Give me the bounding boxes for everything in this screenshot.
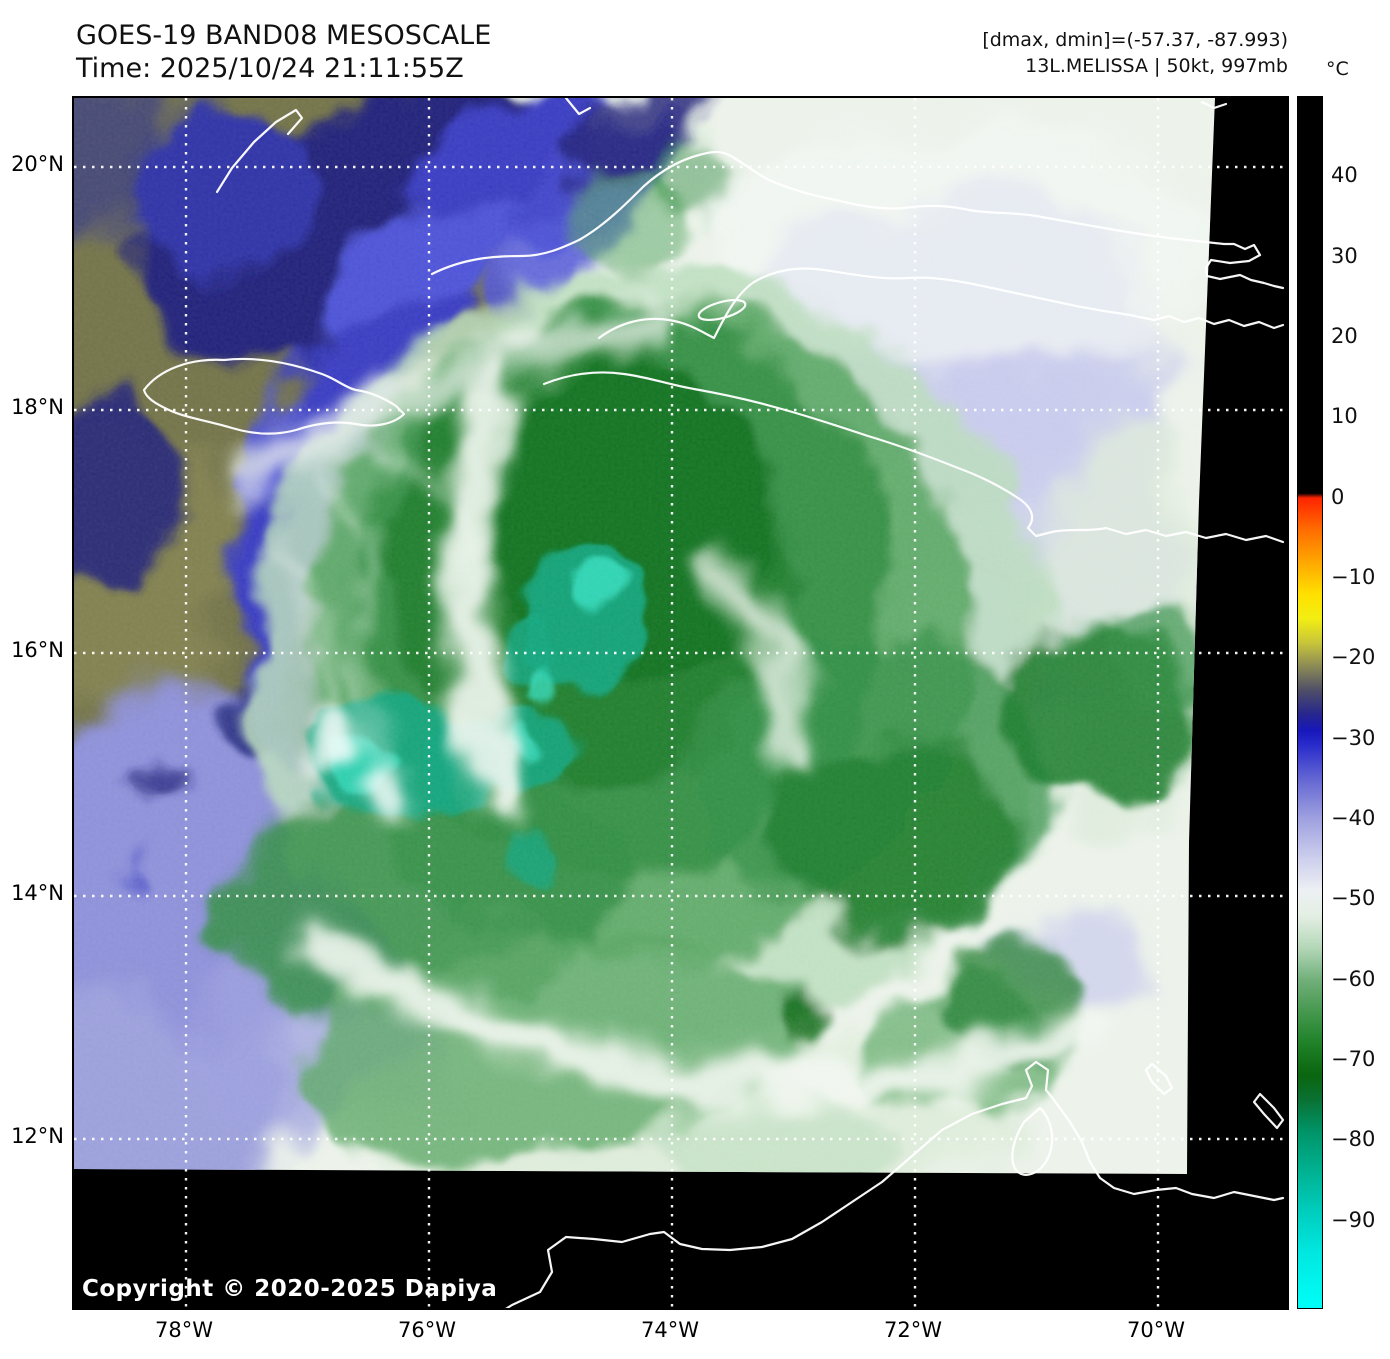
colorbar-tick-label: −60 bbox=[1331, 966, 1376, 991]
longitude-label: 74°W bbox=[641, 1318, 699, 1342]
colorbar-tick-label: −90 bbox=[1331, 1207, 1376, 1232]
timestamp: Time: 2025/10/24 21:11:55Z bbox=[76, 53, 464, 84]
image-grain bbox=[74, 98, 1215, 1174]
coastlines bbox=[142, 98, 1285, 1308]
coastline-cuba-main bbox=[430, 150, 1285, 290]
colorbar-tick-label: 30 bbox=[1331, 243, 1358, 268]
colorbar-tick-label: −40 bbox=[1331, 805, 1376, 830]
longitude-label: 70°W bbox=[1127, 1318, 1185, 1342]
colorbar-tick-label: −20 bbox=[1331, 645, 1376, 670]
storm-id-readout: 13L.MELISSA | 50kt, 997mb bbox=[1025, 55, 1288, 77]
latitude-label: 12°N bbox=[11, 1124, 64, 1148]
coastline-maracaibo bbox=[1011, 1106, 1054, 1176]
latitude-label: 18°N bbox=[11, 395, 64, 419]
coastline-curacao bbox=[1252, 1092, 1285, 1130]
colorbar-tick-label: 40 bbox=[1331, 163, 1358, 188]
image-stats: [dmax, dmin]=(-57.37, -87.993) 13L.MELIS… bbox=[982, 27, 1288, 79]
coastline-cuba-nw bbox=[215, 108, 304, 194]
colorbar-tick-label: 10 bbox=[1331, 404, 1358, 429]
colorbar-tick-label: −50 bbox=[1331, 886, 1376, 911]
latitude-label: 14°N bbox=[11, 881, 64, 905]
colorbar-tick-label: −80 bbox=[1331, 1127, 1376, 1152]
coastline-hispaniola-south bbox=[542, 371, 1285, 544]
coastline-south-america bbox=[505, 1060, 1285, 1308]
satellite-map: Copyright © 2020-2025 Dapiya bbox=[72, 96, 1289, 1310]
colorbar-tick-label: −10 bbox=[1331, 564, 1376, 589]
colorbar-tick-label: 0 bbox=[1331, 484, 1345, 509]
longitude-label: 72°W bbox=[884, 1318, 942, 1342]
longitude-label: 76°W bbox=[398, 1318, 456, 1342]
colorbar-tick-label: −70 bbox=[1331, 1046, 1376, 1071]
colorbar-unit-label: °C bbox=[1326, 58, 1349, 80]
colorbar-tick-label: 20 bbox=[1331, 323, 1358, 348]
coastline-bahamas-fragment bbox=[1200, 100, 1228, 110]
page-title: GOES-19 BAND08 MESOSCALE bbox=[76, 20, 492, 51]
copyright-text: Copyright © 2020-2025 Dapiya bbox=[82, 1276, 498, 1302]
satellite-imagery bbox=[74, 98, 1287, 1308]
dmax-dmin-readout: [dmax, dmin]=(-57.37, -87.993) bbox=[982, 29, 1288, 51]
scan-footprint bbox=[74, 98, 1215, 1174]
temperature-colorbar bbox=[1297, 96, 1323, 1309]
colorbar-tick-label: −30 bbox=[1331, 725, 1376, 750]
coastline-jamaica bbox=[142, 357, 406, 435]
coastline-gonave-island bbox=[697, 298, 747, 322]
longitude-label: 78°W bbox=[155, 1318, 213, 1342]
coastline-hispaniola-north bbox=[597, 267, 1285, 340]
latitude-label: 16°N bbox=[11, 638, 64, 662]
coastline-cuba-top bbox=[564, 98, 592, 116]
latitude-label: 20°N bbox=[11, 152, 64, 176]
coastline-aruba bbox=[1144, 1062, 1174, 1096]
graticule-grid bbox=[74, 98, 1283, 1308]
